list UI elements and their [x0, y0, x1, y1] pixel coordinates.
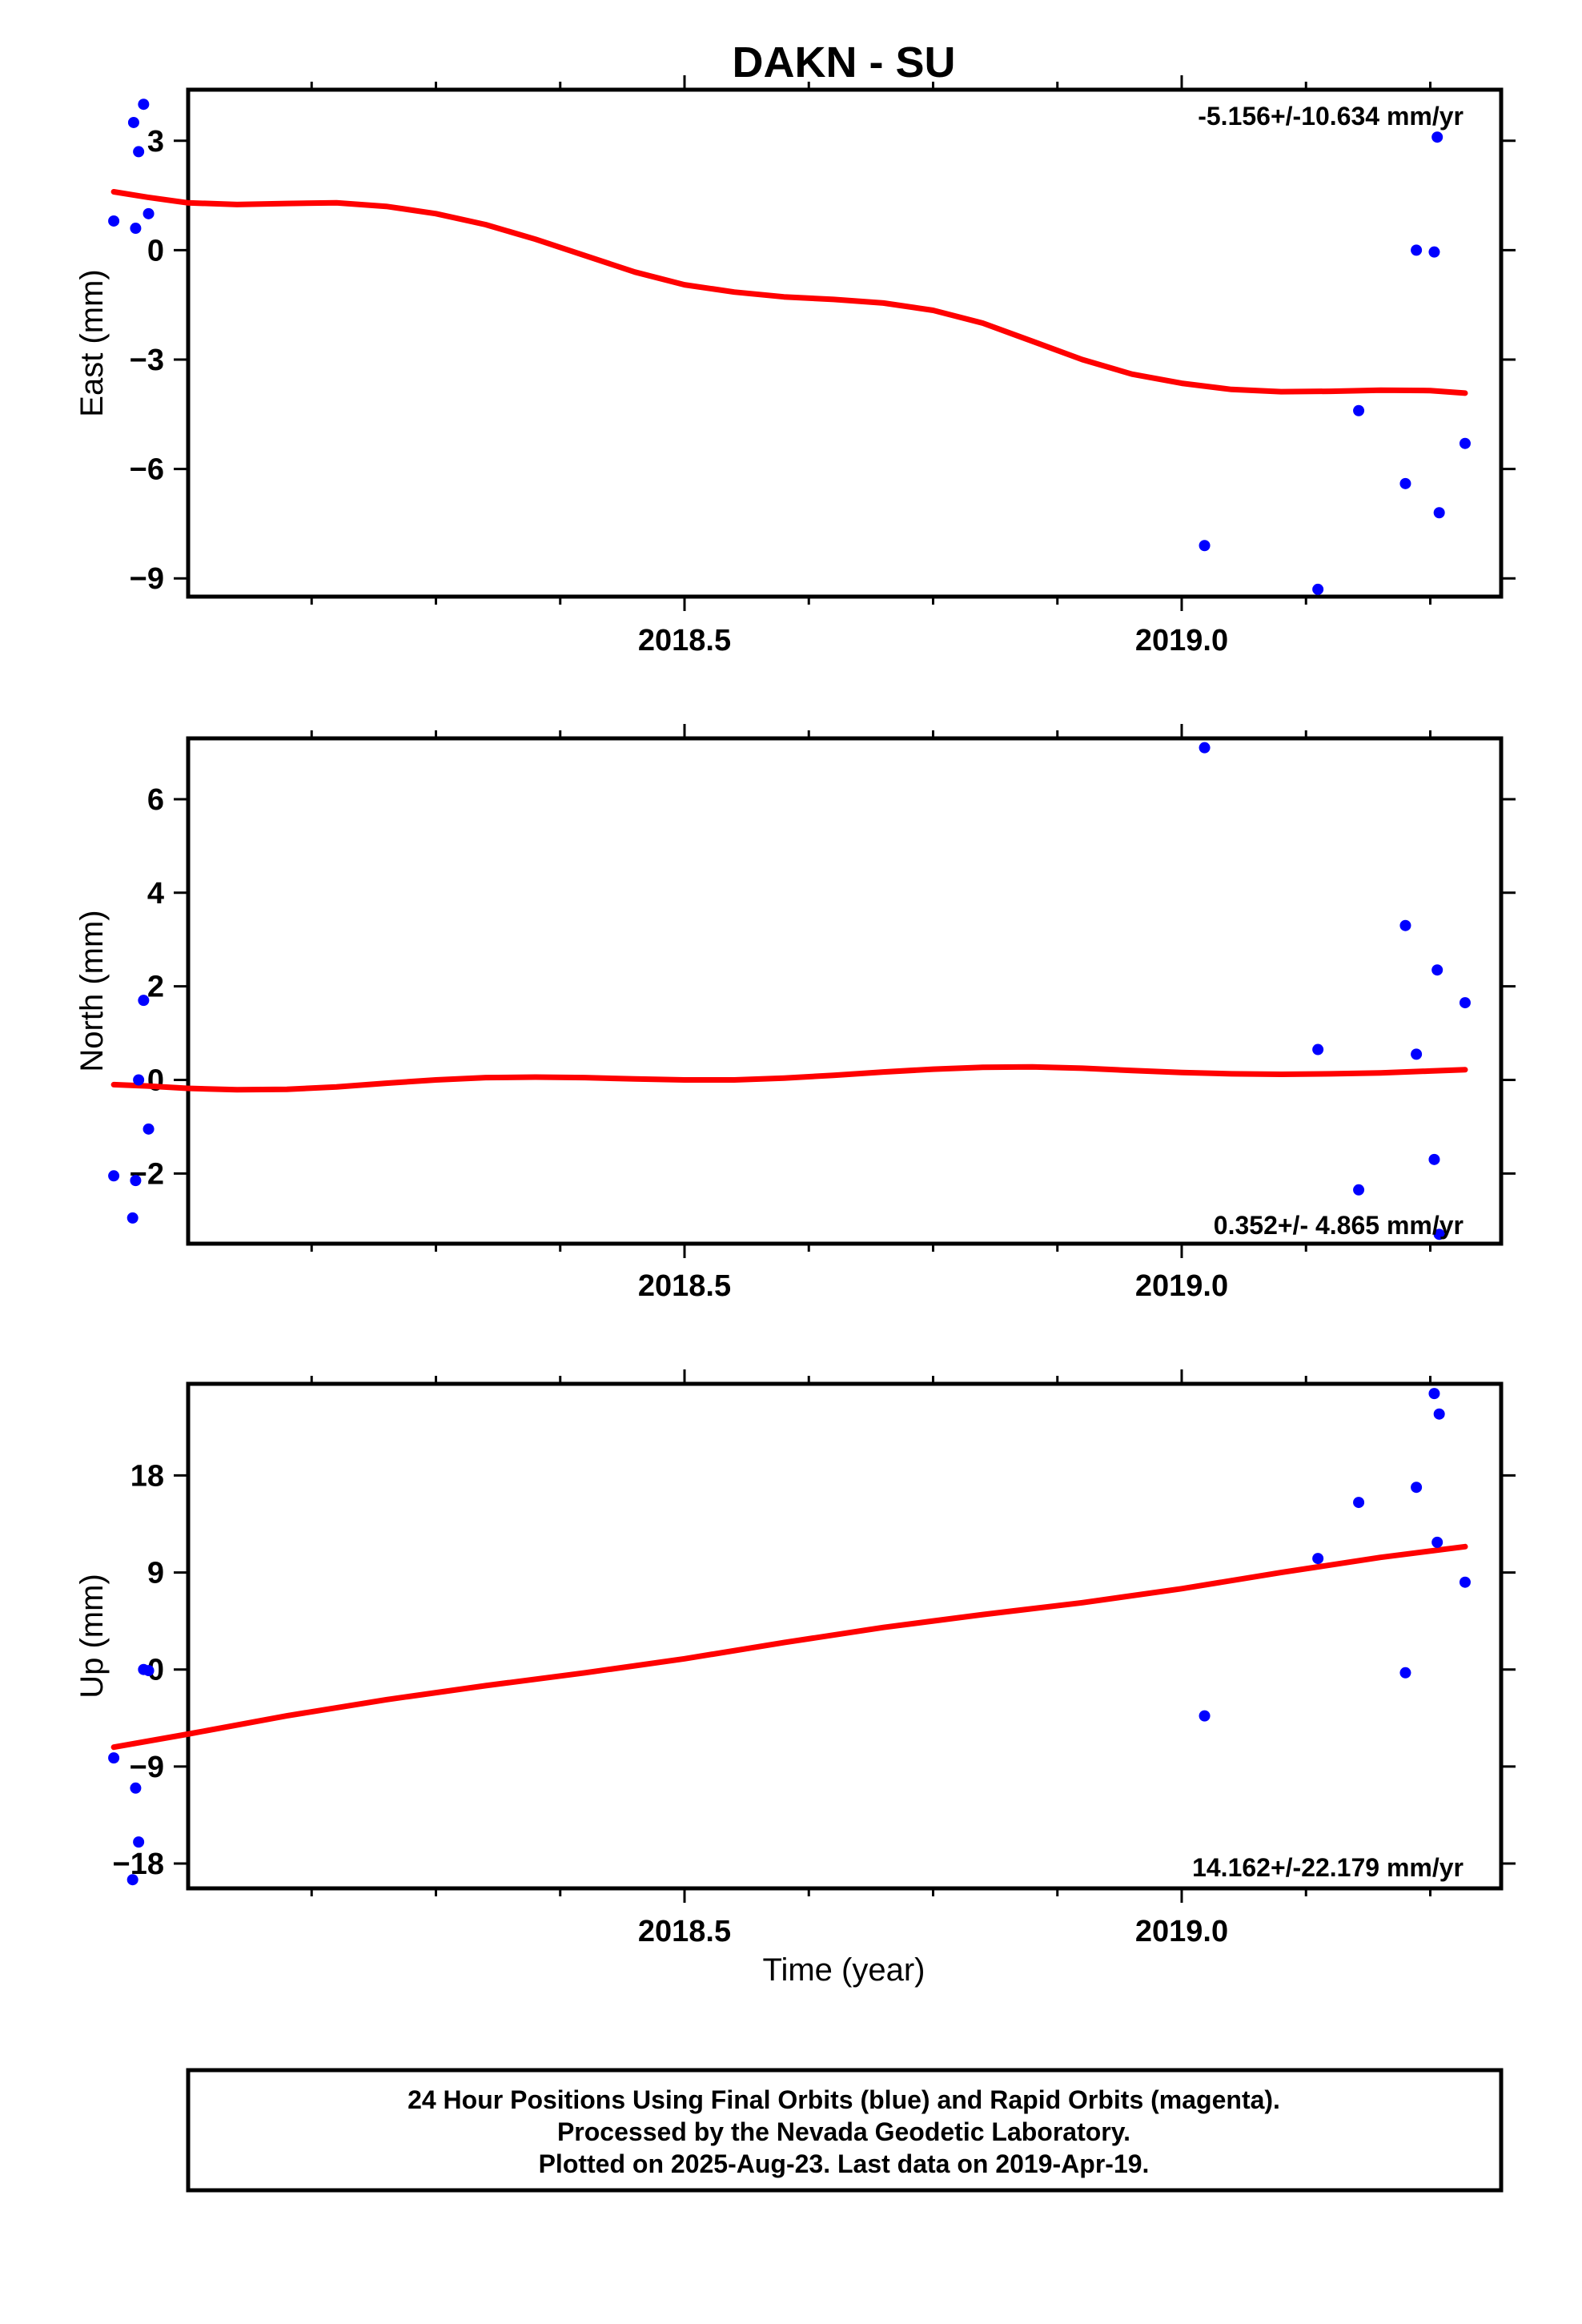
data-point	[130, 1782, 142, 1794]
footer-line-1: 24 Hour Positions Using Final Orbits (bl…	[408, 2085, 1280, 2114]
data-point	[1199, 1710, 1211, 1722]
data-point	[1353, 1497, 1365, 1509]
data-point	[138, 995, 150, 1007]
x-tick-label: 2018.5	[638, 1269, 731, 1303]
data-point	[1459, 1576, 1471, 1588]
footer-line-2: Processed by the Nevada Geodetic Laborat…	[557, 2117, 1130, 2146]
data-point	[1399, 1667, 1411, 1679]
x-axis-label: Time (year)	[763, 1952, 926, 1988]
footer-box	[186, 2068, 1504, 2193]
data-point	[1428, 1153, 1440, 1165]
data-point	[1411, 1048, 1423, 1060]
data-point	[1399, 477, 1411, 489]
data-point	[108, 1170, 120, 1182]
up-panel: 2018.5 2019.0 18 9 0 −9 −18 Up (mm) 14.162+/-22.…	[74, 1369, 1516, 1948]
data-point	[1459, 997, 1471, 1009]
y-axis-label: North (mm)	[74, 910, 110, 1072]
data-point	[1431, 964, 1443, 976]
rate-label: -5.156+/-10.634 mm/yr	[1198, 102, 1464, 131]
data-point	[1312, 583, 1324, 595]
y-tick-label: −9	[130, 562, 164, 596]
y-tick-label: −2	[130, 1157, 164, 1191]
data-point	[108, 1752, 120, 1764]
x-tick-label: 2019.0	[1135, 624, 1228, 657]
data-point	[126, 1212, 139, 1224]
chart-title: DAKN - SU	[733, 38, 956, 86]
data-point	[1411, 244, 1423, 256]
data-point	[1431, 1536, 1443, 1548]
data-point	[126, 1874, 139, 1886]
y-tick-label: 3	[147, 125, 164, 159]
data-point	[1312, 1043, 1324, 1055]
y-tick-label: 4	[147, 877, 164, 911]
data-point	[1433, 507, 1445, 519]
data-point	[108, 215, 120, 227]
data-point	[1431, 131, 1443, 143]
data-point	[1428, 1388, 1440, 1400]
data-point	[143, 1665, 155, 1677]
plot-frame	[186, 87, 1504, 599]
data-point	[138, 99, 150, 111]
y-tick-label: 0	[147, 234, 164, 267]
rate-label: 0.352+/- 4.865 mm/yr	[1214, 1211, 1464, 1240]
data-point	[133, 1074, 145, 1086]
x-tick-label: 2019.0	[1135, 1915, 1228, 1948]
data-point	[127, 116, 139, 128]
plot-frame	[186, 736, 1504, 1246]
data-point	[1433, 1408, 1445, 1420]
y-axis-label: East (mm)	[74, 269, 110, 416]
data-point	[1353, 404, 1365, 416]
data-point	[143, 1123, 155, 1135]
y-tick-label: 6	[147, 783, 164, 817]
y-tick-label: −6	[130, 453, 164, 487]
x-tick-label: 2019.0	[1135, 1269, 1228, 1303]
rate-label: 14.162+/-22.179 mm/yr	[1192, 1853, 1464, 1882]
data-point	[1199, 540, 1211, 552]
y-tick-label: 0	[147, 1064, 164, 1098]
data-point	[1399, 919, 1411, 931]
data-point	[130, 223, 142, 235]
fit-line	[110, 189, 1468, 396]
data-point	[133, 1836, 145, 1848]
data-point	[130, 1175, 142, 1187]
y-tick-label: 2	[147, 971, 164, 1004]
data-point	[1312, 1553, 1324, 1565]
data-point	[1428, 246, 1440, 258]
fit-line	[110, 1063, 1468, 1093]
y-tick-label: 18	[130, 1459, 164, 1493]
east-panel: 2018.5 2019.0 3 0 −3 −6 −9 East (mm) -5.156+/-10…	[74, 75, 1516, 657]
data-point	[143, 207, 155, 219]
x-tick-label: 2018.5	[638, 1915, 731, 1948]
x-tick-label: 2018.5	[638, 624, 731, 657]
data-point	[1199, 742, 1211, 754]
fit-line	[110, 1543, 1468, 1751]
data-point	[133, 146, 145, 158]
data-point	[1411, 1482, 1423, 1494]
y-tick-label: 9	[147, 1557, 164, 1590]
data-point	[1433, 1228, 1445, 1240]
footer-line-3: Plotted on 2025-Aug-23. Last data on 201…	[539, 2149, 1150, 2178]
data-point	[1459, 437, 1471, 449]
y-tick-label: −9	[130, 1751, 164, 1784]
y-tick-label: −18	[113, 1848, 164, 1881]
y-axis-label: Up (mm)	[74, 1574, 110, 1699]
plot-frame	[186, 1381, 1504, 1891]
y-tick-label: 0	[147, 1654, 164, 1687]
north-panel: 2018.5 2019.0 6 4 2 0 −2 North (mm) 0.352+/- 4.8…	[74, 724, 1516, 1303]
data-point	[1353, 1184, 1365, 1196]
y-tick-label: −3	[130, 344, 164, 377]
